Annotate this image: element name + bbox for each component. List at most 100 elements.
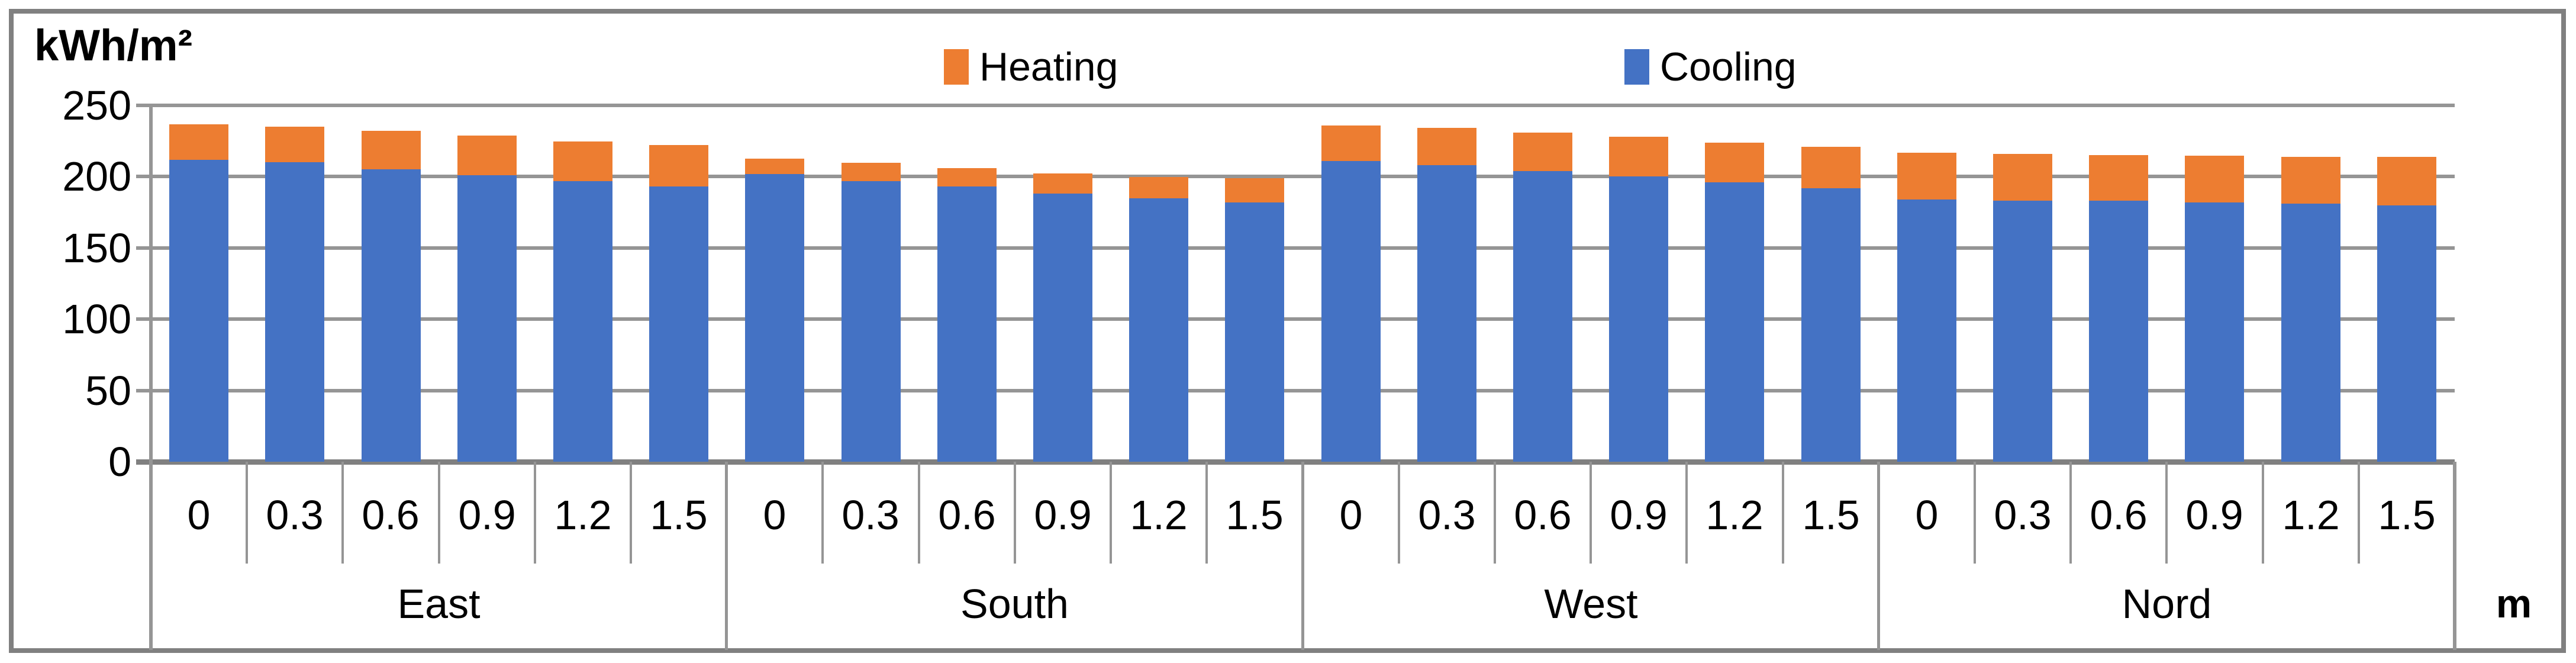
- bar-cooling-nord-0.9: [2185, 202, 2244, 462]
- y-axis-label-200: 200: [62, 153, 131, 200]
- bar-cooling-west-0: [1321, 161, 1381, 462]
- x-axis-baseline: [136, 459, 2455, 465]
- category-label-west-1.5: 1.5: [1802, 492, 1860, 538]
- category-label-nord-1.5: 1.5: [2378, 492, 2436, 538]
- group-label-west: West: [1544, 581, 1638, 627]
- category-label-south-0.6: 0.6: [938, 492, 996, 538]
- y-axis-label-50: 50: [85, 367, 131, 414]
- category-separator: [246, 462, 248, 564]
- bar-cooling-west-0.3: [1417, 165, 1476, 462]
- category-label-east-0.6: 0.6: [362, 492, 420, 538]
- bar-cooling-south-1.2: [1129, 198, 1188, 462]
- bar-heating-nord-1.5: [2377, 157, 2436, 205]
- gridline-150: [136, 246, 2455, 250]
- bar-cooling-west-0.6: [1513, 171, 1572, 462]
- category-separator: [918, 462, 920, 564]
- bar-heating-south-1.2: [1129, 177, 1188, 198]
- y-axis-title: kWh/m²: [34, 21, 193, 70]
- category-label-south-1.2: 1.2: [1130, 492, 1188, 538]
- category-label-nord-0.9: 0.9: [2185, 492, 2243, 538]
- bar-heating-west-0.6: [1513, 133, 1572, 171]
- category-label-south-1.5: 1.5: [1226, 492, 1284, 538]
- bar-heating-south-0: [745, 159, 804, 174]
- bar-cooling-east-0.9: [457, 175, 517, 462]
- category-separator: [1974, 462, 1976, 564]
- category-separator: [2262, 462, 2264, 564]
- bar-cooling-west-1.5: [1801, 188, 1861, 462]
- bar-cooling-south-0.3: [842, 181, 901, 462]
- category-label-nord-0.6: 0.6: [2090, 492, 2148, 538]
- bar-cooling-east-1.5: [649, 186, 708, 462]
- category-area-right-border: [2453, 462, 2456, 650]
- y-axis-line: [149, 105, 153, 650]
- chart-outer-border: [9, 9, 2566, 653]
- bar-cooling-south-0.6: [937, 186, 997, 462]
- bar-heating-nord-0: [1897, 153, 1956, 199]
- bar-heating-nord-0.9: [2185, 156, 2244, 202]
- x-axis-unit-label: m: [2496, 581, 2532, 626]
- gridline-250: [136, 104, 2455, 107]
- bar-cooling-nord-1.5: [2377, 205, 2436, 462]
- bar-heating-nord-0.3: [1993, 154, 2052, 201]
- bar-heating-west-1.5: [1801, 147, 1861, 188]
- category-separator: [1494, 462, 1496, 564]
- bar-heating-west-0.9: [1609, 137, 1668, 176]
- category-label-south-0.9: 0.9: [1034, 492, 1092, 538]
- category-label-east-1.2: 1.2: [554, 492, 612, 538]
- gridline-200: [136, 175, 2455, 179]
- group-separator: [1877, 462, 1880, 650]
- category-label-nord-0: 0: [1915, 492, 1939, 538]
- bar-heating-east-0.9: [457, 136, 517, 175]
- legend-label-cooling: Cooling: [1660, 44, 1797, 89]
- category-label-west-1.2: 1.2: [1705, 492, 1763, 538]
- bar-heating-east-0: [169, 124, 228, 160]
- y-axis-label-100: 100: [62, 296, 131, 343]
- group-label-nord: Nord: [2122, 581, 2212, 627]
- category-separator: [630, 462, 632, 564]
- gridline-100: [136, 317, 2455, 321]
- category-separator: [1110, 462, 1112, 564]
- category-separator: [1014, 462, 1016, 564]
- category-label-west-0.3: 0.3: [1418, 492, 1476, 538]
- gridline-50: [136, 388, 2455, 392]
- legend-item-heating: Heating: [944, 44, 1118, 90]
- category-separator: [438, 462, 440, 564]
- category-separator: [2069, 462, 2072, 564]
- category-separator: [821, 462, 824, 564]
- bar-heating-west-0.3: [1417, 128, 1476, 165]
- y-axis-label-250: 250: [62, 82, 131, 128]
- group-separator: [1301, 462, 1304, 650]
- legend-swatch-heating-icon: [944, 49, 969, 85]
- bar-heating-nord-1.2: [2281, 157, 2340, 204]
- bar-cooling-east-0: [169, 160, 228, 462]
- category-label-nord-0.3: 0.3: [1994, 492, 2052, 538]
- bar-heating-west-1.2: [1705, 143, 1764, 182]
- bar-heating-south-0.3: [842, 163, 901, 181]
- category-label-nord-1.2: 1.2: [2282, 492, 2340, 538]
- category-separator: [534, 462, 536, 564]
- group-label-south: South: [960, 581, 1069, 627]
- bar-cooling-nord-0: [1897, 199, 1956, 462]
- bar-cooling-south-0: [745, 174, 804, 462]
- category-label-west-0.9: 0.9: [1610, 492, 1668, 538]
- bar-cooling-nord-0.3: [1993, 201, 2052, 462]
- bar-cooling-nord-0.6: [2089, 201, 2148, 462]
- category-separator: [1685, 462, 1688, 564]
- bar-heating-south-1.5: [1225, 178, 1284, 202]
- bar-cooling-east-0.3: [265, 162, 324, 462]
- bar-cooling-south-0.9: [1033, 194, 1092, 462]
- bar-heating-east-1.5: [649, 145, 708, 186]
- bar-cooling-south-1.5: [1225, 202, 1284, 462]
- bar-cooling-west-1.2: [1705, 182, 1764, 462]
- category-label-west-0: 0: [1339, 492, 1363, 538]
- category-separator: [2358, 462, 2360, 564]
- category-label-south-0.3: 0.3: [842, 492, 899, 538]
- bar-cooling-east-0.6: [362, 169, 421, 462]
- bar-heating-west-0: [1321, 125, 1381, 161]
- category-label-south-0: 0: [763, 492, 786, 538]
- category-label-east-0.9: 0.9: [458, 492, 516, 538]
- category-label-west-0.6: 0.6: [1514, 492, 1572, 538]
- category-separator: [2165, 462, 2168, 564]
- category-label-east-0: 0: [187, 492, 211, 538]
